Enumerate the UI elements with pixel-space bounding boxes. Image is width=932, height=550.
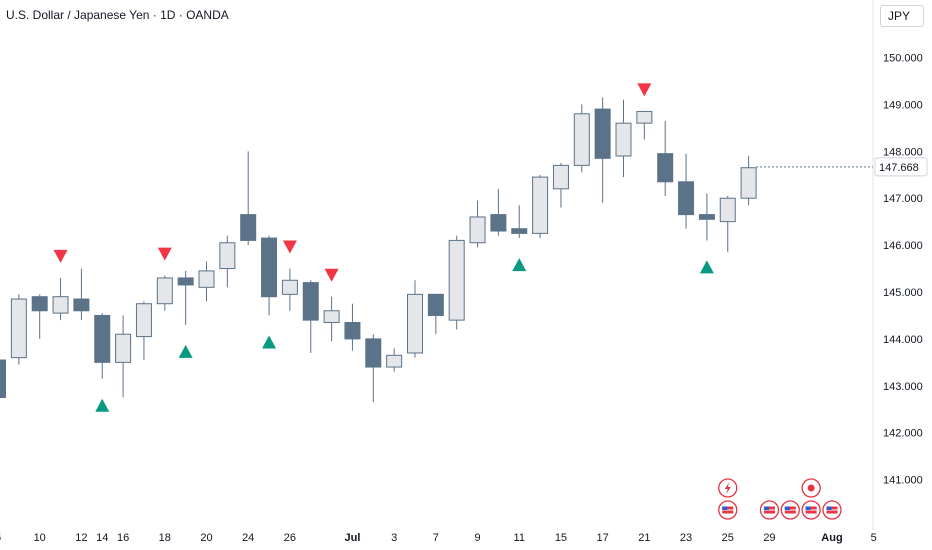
candle-body [490, 214, 507, 232]
candle-body [469, 216, 486, 244]
candle-body [448, 239, 465, 321]
candle-body [156, 277, 173, 305]
x-tick-label: 7 [433, 532, 439, 544]
symbol-title: U.S. Dollar / Japanese Yen · 1D · OANDA [6, 8, 229, 22]
candle-body [698, 214, 715, 220]
candle-body [365, 338, 382, 368]
last-price-box [874, 157, 928, 177]
x-tick-label: 29 [763, 532, 775, 544]
flag-canton [826, 506, 832, 510]
flash-mark [724, 482, 731, 494]
candle-body [615, 122, 632, 157]
flag-canton [805, 506, 811, 510]
candle-body [657, 153, 674, 183]
candle-body [0, 359, 6, 399]
x-tick-label: 23 [680, 532, 692, 544]
y-tick-label: 141.000 [883, 475, 923, 487]
flag-canton [722, 506, 728, 510]
currency-button[interactable]: JPY [880, 5, 924, 27]
candle-body [427, 293, 444, 316]
dot-mark [807, 484, 815, 492]
x-tick-label: 6 [0, 532, 1, 544]
y-tick-label: 145.000 [883, 287, 923, 299]
candle-body [240, 214, 257, 241]
x-tick-label: 20 [200, 532, 212, 544]
x-tick-label: 11 [514, 532, 525, 544]
x-tick-label: 24 [242, 532, 254, 544]
x-tick-label: 10 [34, 532, 46, 544]
y-tick-label: 148.000 [883, 146, 923, 158]
candle-body [198, 270, 215, 288]
x-tick-label: 14 [96, 532, 108, 544]
sell-signal-icon [157, 247, 172, 261]
buy-signal-icon [512, 258, 527, 272]
buy-signal-icon [178, 344, 193, 358]
candle-body [386, 354, 403, 368]
candle-body [344, 321, 361, 340]
candle-body [636, 110, 653, 124]
candle-body [177, 277, 194, 286]
y-tick-label: 144.000 [883, 334, 923, 346]
y-tick-label: 147.000 [883, 193, 923, 205]
sell-signal-icon [282, 240, 297, 254]
candle-body [94, 314, 111, 363]
flag-canton [784, 506, 790, 510]
buy-signal-icon [262, 335, 277, 349]
candle-body [10, 298, 27, 359]
x-tick-label: 16 [117, 532, 129, 544]
candle-body [594, 108, 611, 159]
candle-body [31, 296, 48, 312]
y-tick-label: 149.000 [883, 99, 923, 111]
candle-body [511, 228, 528, 234]
x-tick-label: 5 [871, 532, 877, 544]
candle-body [281, 279, 298, 295]
x-tick-label: 17 [597, 532, 609, 544]
flag-canton [763, 506, 769, 510]
candle-body [52, 296, 69, 314]
x-tick-label: 26 [284, 532, 296, 544]
sell-signal-icon [324, 268, 339, 282]
candle-body [302, 282, 319, 321]
candle-body [678, 181, 695, 216]
x-tick-label: 15 [555, 532, 567, 544]
x-tick-label: 9 [474, 532, 480, 544]
x-tick-label: Aug [821, 532, 842, 544]
x-tick-label: 25 [722, 532, 734, 544]
sell-signal-icon [53, 249, 68, 263]
buy-signal-icon [699, 260, 714, 274]
last-price-label: 147.668 [879, 162, 919, 174]
candle-body [73, 298, 90, 312]
x-tick-label: 12 [75, 532, 87, 544]
candle-body [323, 310, 340, 323]
candle-body [532, 176, 549, 234]
x-tick-label: 18 [159, 532, 171, 544]
candle-body [115, 333, 132, 363]
candle-body [573, 113, 590, 166]
sell-signal-icon [637, 83, 652, 97]
buy-signal-icon [95, 398, 110, 412]
y-tick-label: 142.000 [883, 428, 923, 440]
y-tick-label: 146.000 [883, 240, 923, 252]
x-tick-label: 21 [638, 532, 650, 544]
y-tick-label: 143.000 [883, 381, 923, 393]
candle-body [407, 293, 423, 354]
candle-body [719, 197, 736, 223]
candle-body [219, 242, 236, 270]
y-tick-label: 150.000 [883, 53, 923, 65]
candle-body [740, 167, 757, 199]
candle-body [261, 237, 278, 298]
x-tick-label: 3 [391, 532, 397, 544]
x-tick-label: Jul [344, 532, 360, 544]
candle-body [135, 303, 152, 338]
candle-body [552, 164, 569, 190]
